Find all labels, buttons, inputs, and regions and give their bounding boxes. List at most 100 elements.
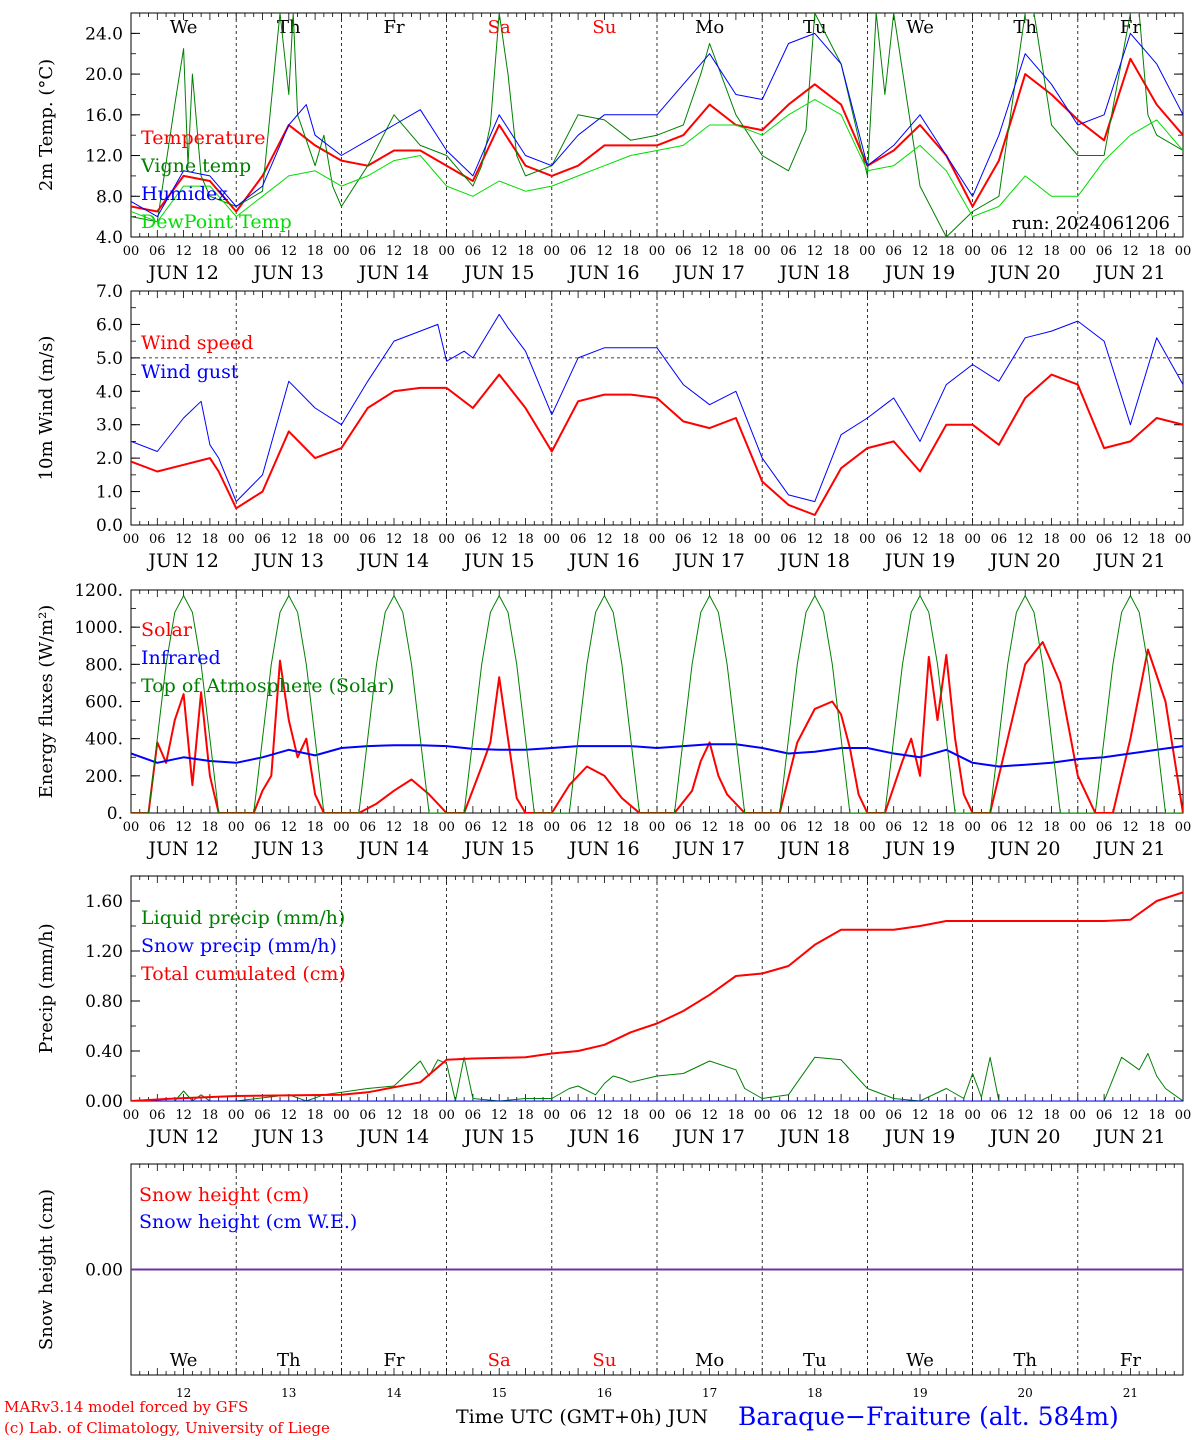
weekday-label: Mo bbox=[695, 17, 724, 38]
hour-tick-label: 18 bbox=[833, 1108, 850, 1123]
hour-tick-label: 18 bbox=[307, 244, 324, 259]
hour-tick-label: 00 bbox=[438, 532, 455, 547]
y-tick-label: 4.0 bbox=[96, 382, 123, 402]
hour-tick-label: 00 bbox=[438, 1108, 455, 1123]
y-tick-label: 0.00 bbox=[85, 1261, 123, 1281]
y-tick-label: 3.0 bbox=[96, 416, 123, 436]
y-tick-label: 400. bbox=[85, 730, 123, 750]
date-label: JUN 21 bbox=[1093, 838, 1165, 860]
legend-entry: Vigne temp bbox=[140, 155, 251, 177]
hour-tick-label: 18 bbox=[307, 820, 324, 835]
hour-tick-label: 00 bbox=[333, 1108, 350, 1123]
hour-tick-label: 00 bbox=[649, 532, 666, 547]
hour-tick-label: 00 bbox=[1175, 1108, 1192, 1123]
hour-tick-label: 00 bbox=[859, 1108, 876, 1123]
hour-tick-label: 18 bbox=[622, 532, 639, 547]
hour-tick-label: 18 bbox=[202, 820, 219, 835]
hour-tick-label: 12 bbox=[491, 820, 508, 835]
hour-tick-label: 18 bbox=[1148, 820, 1165, 835]
hour-tick-label: 00 bbox=[544, 820, 561, 835]
hour-tick-label: 06 bbox=[675, 244, 692, 259]
date-label: JUN 16 bbox=[567, 1126, 639, 1148]
hour-tick-label: 12 bbox=[912, 244, 929, 259]
hour-tick-label: 18 bbox=[412, 1108, 429, 1123]
run-label: run: 2024061206 bbox=[1012, 213, 1170, 234]
hour-tick-label: 06 bbox=[149, 1108, 166, 1123]
hour-tick-label: 06 bbox=[149, 244, 166, 259]
hour-tick-label: 06 bbox=[885, 820, 902, 835]
date-label: JUN 19 bbox=[883, 262, 955, 284]
hour-tick-label: 12 bbox=[596, 820, 613, 835]
day-number-label: 18 bbox=[807, 1386, 822, 1400]
hour-tick-label: 00 bbox=[228, 820, 245, 835]
weekday-label: Mo bbox=[695, 1350, 724, 1371]
date-label: JUN 14 bbox=[357, 838, 429, 860]
hour-tick-label: 12 bbox=[912, 532, 929, 547]
legend-entry: Wind gust bbox=[141, 361, 239, 383]
hour-tick-label: 06 bbox=[149, 532, 166, 547]
hour-tick-label: 00 bbox=[964, 1108, 981, 1123]
series-line-wind-gust bbox=[131, 313, 1183, 503]
date-label: JUN 18 bbox=[778, 262, 850, 284]
y-tick-label: 0.80 bbox=[85, 992, 123, 1012]
series-line-top-of-atmosphere-solar- bbox=[131, 595, 1183, 813]
hour-tick-label: 06 bbox=[254, 532, 271, 547]
series-line-wind-speed bbox=[131, 373, 1183, 516]
hour-tick-label: 06 bbox=[254, 244, 271, 259]
hour-tick-label: 00 bbox=[438, 820, 455, 835]
hour-tick-label: 06 bbox=[780, 1108, 797, 1123]
y-axis-label: Precip (mm/h) bbox=[36, 923, 57, 1053]
date-label: JUN 12 bbox=[146, 262, 218, 284]
hour-tick-label: 00 bbox=[123, 532, 140, 547]
hour-tick-label: 00 bbox=[544, 244, 561, 259]
y-tick-label: 6.0 bbox=[96, 315, 123, 335]
series-line-humidex bbox=[131, 32, 1183, 218]
hour-tick-label: 00 bbox=[649, 244, 666, 259]
hour-tick-label: 18 bbox=[938, 244, 955, 259]
hour-tick-label: 12 bbox=[1122, 532, 1139, 547]
hour-tick-label: 06 bbox=[465, 820, 482, 835]
hour-tick-label: 06 bbox=[885, 244, 902, 259]
plot-frame bbox=[130, 589, 1184, 814]
weekday-label: Th bbox=[1013, 17, 1037, 38]
day-number-label: 16 bbox=[597, 1386, 612, 1400]
y-axis-label: 10m Wind (m/s) bbox=[36, 336, 57, 481]
date-label: JUN 19 bbox=[883, 1126, 955, 1148]
day-number-label: 21 bbox=[1123, 1386, 1138, 1400]
weekday-label: Th bbox=[277, 1350, 301, 1371]
y-tick-label: 24.0 bbox=[85, 24, 123, 44]
legend-entry: Solar bbox=[141, 619, 193, 641]
hour-tick-label: 06 bbox=[359, 820, 376, 835]
hour-tick-label: 12 bbox=[281, 244, 298, 259]
hour-tick-label: 00 bbox=[333, 532, 350, 547]
hour-tick-label: 06 bbox=[675, 1108, 692, 1123]
legend-entry: Infrared bbox=[141, 647, 221, 669]
hour-tick-label: 06 bbox=[675, 532, 692, 547]
date-label: JUN 20 bbox=[988, 262, 1060, 284]
y-tick-label: 20.0 bbox=[85, 65, 123, 85]
hour-tick-label: 00 bbox=[964, 820, 981, 835]
hour-tick-label: 00 bbox=[1070, 1108, 1087, 1123]
hour-tick-label: 00 bbox=[1070, 532, 1087, 547]
hour-tick-label: 12 bbox=[701, 532, 718, 547]
series-line-liquid-precip-mm-h- bbox=[131, 1053, 1183, 1101]
hour-tick-label: 06 bbox=[675, 820, 692, 835]
hour-tick-label: 06 bbox=[570, 820, 587, 835]
hour-tick-label: 18 bbox=[412, 820, 429, 835]
date-label: JUN 16 bbox=[567, 550, 639, 572]
panel-2: 00 06 12 18 JUN 12 00 06 12 18 JUN 13 00 06 12 18 JUN … bbox=[36, 282, 1191, 572]
hour-tick-label: 18 bbox=[728, 820, 745, 835]
hour-tick-label: 06 bbox=[465, 244, 482, 259]
hour-tick-label: 00 bbox=[649, 820, 666, 835]
hour-tick-label: 06 bbox=[570, 532, 587, 547]
hour-tick-label: 12 bbox=[912, 1108, 929, 1123]
hour-tick-label: 06 bbox=[465, 1108, 482, 1123]
hour-tick-label: 18 bbox=[1043, 820, 1060, 835]
hour-tick-label: 12 bbox=[281, 820, 298, 835]
hour-tick-label: 12 bbox=[491, 532, 508, 547]
hour-tick-label: 00 bbox=[754, 244, 771, 259]
hour-tick-label: 06 bbox=[570, 244, 587, 259]
hour-tick-label: 00 bbox=[859, 820, 876, 835]
date-label: JUN 18 bbox=[778, 1126, 850, 1148]
hour-tick-label: 12 bbox=[386, 244, 403, 259]
